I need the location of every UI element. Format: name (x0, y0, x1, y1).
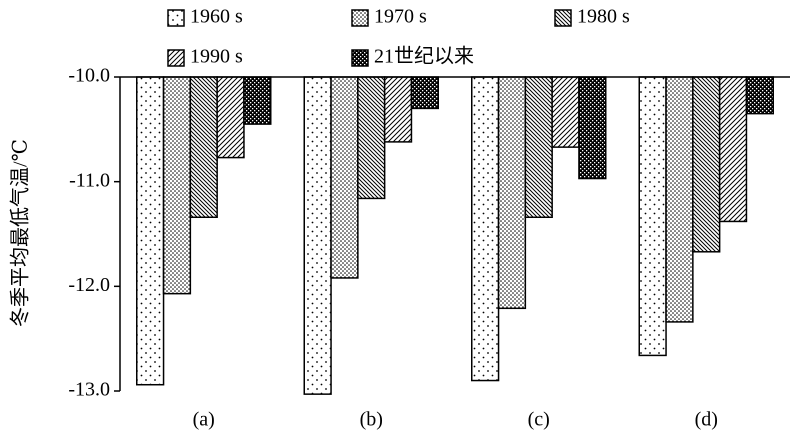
bar (578, 76, 607, 180)
bar (410, 76, 440, 110)
bar (216, 76, 245, 159)
bar (638, 76, 667, 357)
bar (243, 76, 272, 125)
bar (162, 76, 192, 295)
y-axis-label: 冬季平均最低气温/℃ (9, 139, 32, 327)
y-tick-label: -11.0 (69, 169, 110, 191)
legend-label: 1960 s (190, 6, 243, 28)
legend-swatch (167, 9, 185, 27)
x-tick-label: (a) (193, 409, 215, 431)
legend-label: 1990 s (190, 46, 243, 68)
x-tick-label: (c) (528, 409, 550, 431)
y-tick-label: -12.0 (68, 274, 110, 296)
bar (665, 76, 694, 323)
bar (383, 76, 413, 143)
legend-swatch (351, 49, 369, 67)
legend-swatch (167, 49, 185, 67)
bar (330, 76, 359, 279)
bar (357, 76, 386, 200)
legend-swatch (351, 9, 369, 27)
legend-swatch (554, 9, 572, 27)
bar (551, 76, 580, 148)
y-tick-label: -13.0 (68, 379, 110, 401)
bar (303, 76, 332, 395)
bar (497, 76, 527, 310)
bar (524, 76, 553, 219)
legend-label: 21世纪以来 (374, 45, 474, 68)
bar (718, 76, 748, 223)
bar (189, 76, 218, 219)
x-tick-label: (d) (695, 409, 718, 431)
legend-label: 1980 s (577, 6, 630, 28)
bar (136, 76, 165, 386)
y-tick-label: -10.0 (68, 65, 110, 87)
bar (692, 76, 721, 253)
bar (745, 76, 775, 115)
legend-label: 1970 s (374, 6, 427, 28)
x-tick-label: (b) (360, 409, 383, 431)
bar (471, 76, 500, 382)
